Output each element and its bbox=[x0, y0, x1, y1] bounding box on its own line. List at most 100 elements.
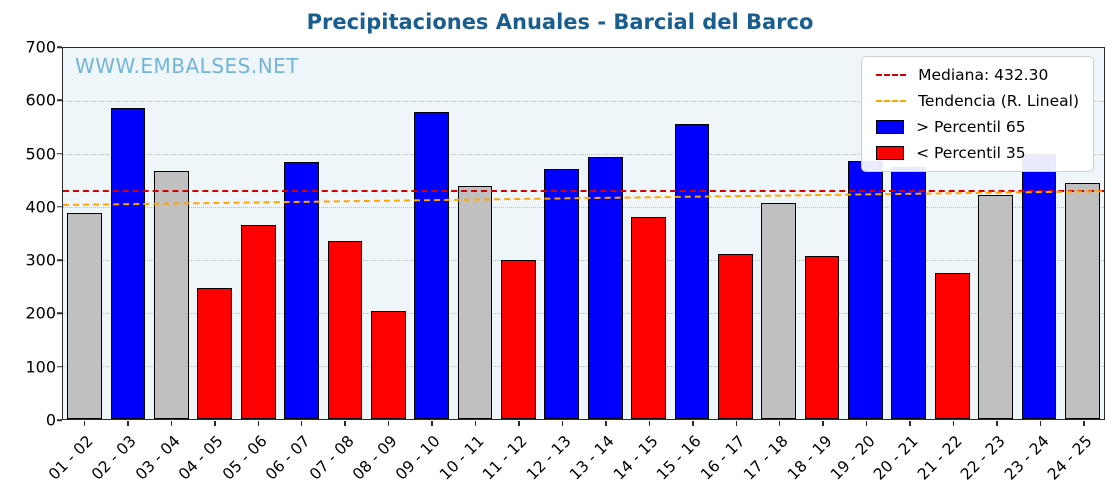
gridline bbox=[63, 154, 1104, 155]
x-slot: 07 - 08 bbox=[306, 420, 366, 498]
x-tick-mark bbox=[257, 421, 260, 426]
x-slot: 02 - 03 bbox=[88, 420, 148, 498]
bar-slot bbox=[410, 48, 453, 419]
bar-slot bbox=[931, 48, 974, 419]
y-tick-label: 600 bbox=[25, 90, 56, 110]
x-slot: 20 - 21 bbox=[871, 420, 931, 498]
bar-02-03 bbox=[110, 107, 146, 419]
bar-17-18 bbox=[761, 202, 797, 419]
x-tick-mark bbox=[605, 421, 607, 426]
bar-11-12 bbox=[501, 260, 536, 419]
y-tick-label: 500 bbox=[25, 144, 56, 164]
bar-slot bbox=[367, 48, 410, 419]
x-slot: 01 - 02 bbox=[45, 420, 105, 498]
bar-06-07 bbox=[284, 161, 319, 419]
legend-label-median: Mediana: 432.30 bbox=[918, 66, 1049, 84]
y-tick-label: 100 bbox=[25, 357, 56, 377]
bar-21-22 bbox=[934, 272, 970, 419]
bar-12-13 bbox=[544, 168, 580, 419]
bar-slot bbox=[106, 48, 149, 419]
x-tick-label: 01 - 02 bbox=[44, 432, 97, 484]
x-slot: 18 - 19 bbox=[784, 420, 844, 498]
x-slot: 13 - 14 bbox=[566, 420, 626, 498]
bar-slot bbox=[627, 48, 670, 419]
plot-area: WWW.EMBALSES.NET Mediana: 432.30 Tendenc… bbox=[62, 47, 1105, 420]
bar-13-14 bbox=[587, 157, 623, 419]
bar-slot bbox=[714, 48, 757, 419]
y-tick-label: 200 bbox=[25, 303, 56, 323]
median-line-sample bbox=[876, 74, 907, 76]
x-slot: 21 - 22 bbox=[914, 420, 974, 498]
bar-slot bbox=[453, 48, 496, 419]
y-tick-mark bbox=[57, 312, 62, 315]
bar-24-25 bbox=[1064, 183, 1100, 419]
x-slot: 06 - 07 bbox=[262, 420, 322, 498]
gridline bbox=[63, 101, 1104, 102]
x-slot: 04 - 05 bbox=[175, 420, 235, 498]
y-tick-label: 700 bbox=[25, 37, 56, 57]
bar-slot bbox=[844, 48, 887, 419]
x-tick-mark bbox=[431, 421, 433, 426]
x-slot: 08 - 09 bbox=[349, 420, 409, 498]
x-tick-mark bbox=[952, 421, 955, 426]
bar-slot bbox=[800, 48, 843, 419]
x-slot: 16 - 17 bbox=[697, 420, 757, 498]
trend-line-sample bbox=[876, 100, 907, 102]
x-slot: 23 - 24 bbox=[1001, 420, 1061, 498]
y-tick-label: 0 bbox=[45, 410, 56, 430]
x-slot: 17 - 18 bbox=[740, 420, 800, 498]
bar-03-04 bbox=[154, 170, 189, 419]
bar-slot bbox=[193, 48, 236, 419]
y-tick-mark bbox=[57, 419, 62, 421]
x-tick-mark bbox=[778, 421, 781, 426]
y-tick-mark bbox=[57, 152, 62, 155]
gridlines bbox=[63, 48, 1104, 419]
x-slot: 19 - 20 bbox=[827, 420, 887, 498]
x-tick-mark bbox=[83, 421, 86, 426]
bar-22-23 bbox=[978, 194, 1013, 419]
bar-slot bbox=[670, 48, 713, 419]
legend-item-median: Mediana: 432.30 bbox=[876, 66, 1079, 84]
bar-slot bbox=[974, 48, 1017, 419]
x-tick-mark bbox=[865, 421, 868, 426]
bar-23-24 bbox=[1021, 154, 1057, 419]
legend-label-p65: > Percentil 65 bbox=[916, 118, 1026, 136]
y-tick-label: 400 bbox=[25, 197, 56, 217]
x-tick-mark bbox=[648, 421, 651, 426]
x-tick-mark bbox=[474, 421, 477, 426]
x-tick-mark bbox=[344, 421, 346, 426]
legend-item-p65: > Percentil 65 bbox=[876, 118, 1079, 136]
median-line bbox=[63, 189, 1104, 192]
watermark: WWW.EMBALSES.NET bbox=[75, 54, 300, 78]
bar-08-09 bbox=[370, 311, 406, 419]
bar-01-02 bbox=[67, 212, 103, 419]
y-tick-mark bbox=[57, 206, 62, 208]
x-tick-mark bbox=[170, 421, 173, 426]
bar-05-06 bbox=[240, 225, 276, 419]
bar-slot bbox=[237, 48, 280, 419]
bar-19-20 bbox=[848, 160, 883, 419]
bar-slot bbox=[63, 48, 106, 419]
legend-label-p35: < Percentil 35 bbox=[916, 144, 1026, 162]
x-tick-mark bbox=[735, 421, 738, 426]
bar-slot bbox=[1061, 48, 1104, 419]
legend: Mediana: 432.30 Tendencia (R. Lineal) > … bbox=[861, 56, 1094, 172]
bars bbox=[63, 48, 1104, 419]
x-tick-mark bbox=[561, 421, 564, 426]
x-tick-mark bbox=[1039, 421, 1042, 426]
y-tick-mark bbox=[57, 365, 62, 368]
x-tick-mark bbox=[214, 421, 216, 426]
x-slot: 22 - 23 bbox=[957, 420, 1018, 498]
bar-slot bbox=[887, 48, 930, 419]
x-tick-mark bbox=[1083, 421, 1085, 426]
legend-item-p35: < Percentil 35 bbox=[876, 144, 1079, 162]
gridline bbox=[63, 260, 1104, 261]
chart-title: Precipitaciones Anuales - Barcial del Ba… bbox=[306, 10, 814, 34]
x-slot: 03 - 04 bbox=[132, 420, 192, 498]
x-slot: 14 - 15 bbox=[610, 420, 670, 498]
gridline bbox=[63, 366, 1104, 367]
bar-slot bbox=[497, 48, 540, 419]
bar-10-11 bbox=[457, 185, 493, 419]
x-tick-mark bbox=[518, 421, 520, 426]
bar-18-19 bbox=[804, 256, 840, 419]
